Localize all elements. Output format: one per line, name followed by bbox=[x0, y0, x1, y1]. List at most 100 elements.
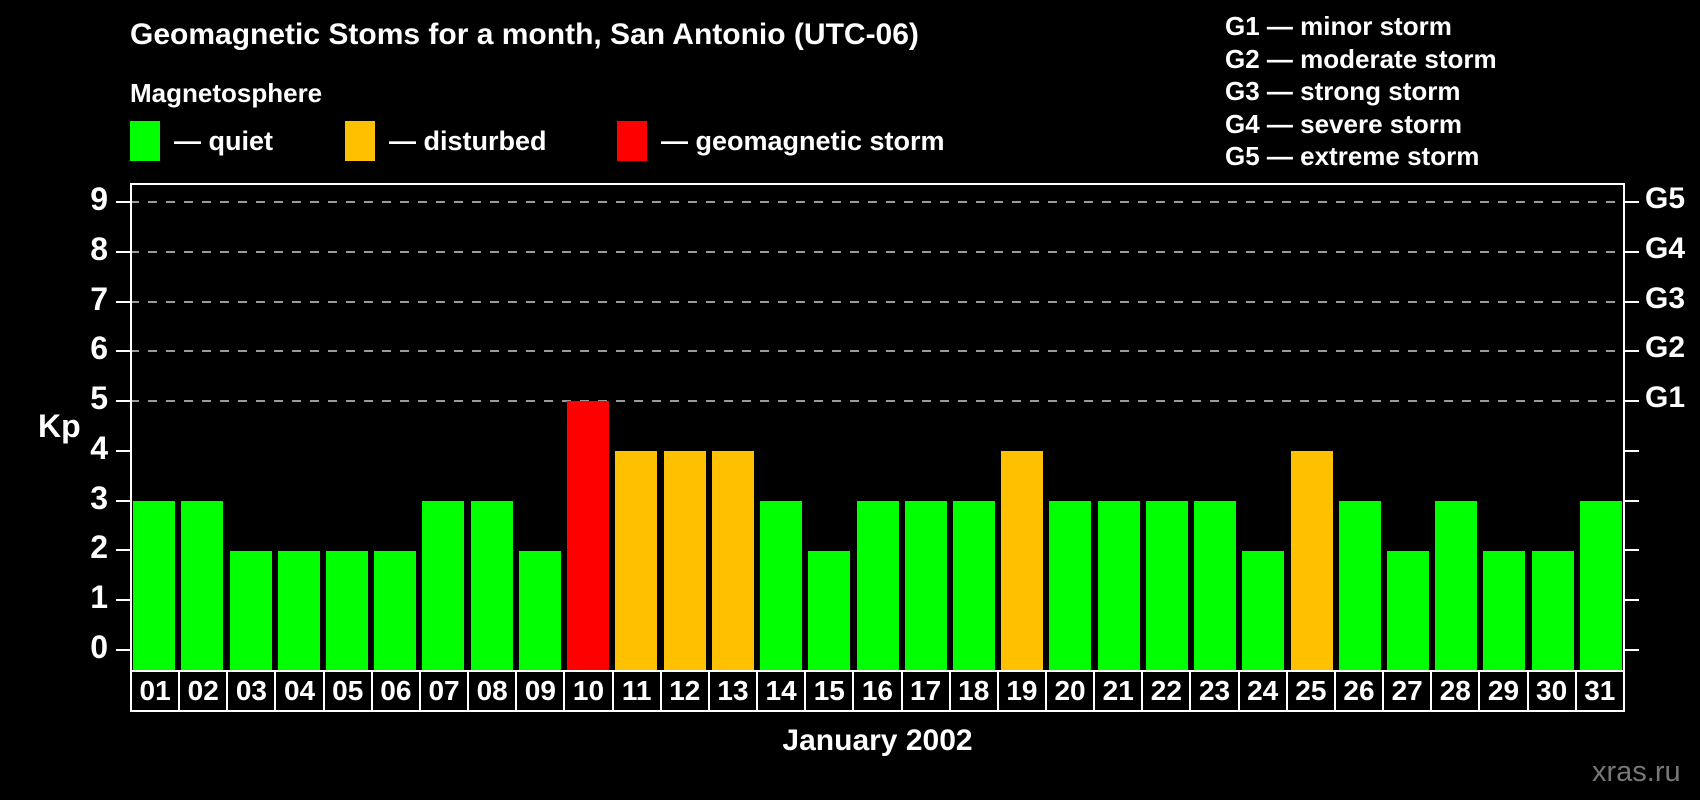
x-axis-title: January 2002 bbox=[782, 724, 973, 757]
bar-day-15 bbox=[808, 550, 851, 670]
day-label-19: 19 bbox=[996, 672, 1045, 710]
bar-day-14 bbox=[760, 500, 803, 670]
bar-day-09 bbox=[518, 550, 561, 670]
bar-day-31 bbox=[1579, 500, 1622, 670]
day-label-01: 01 bbox=[139, 675, 171, 706]
y-tick-label-0: 0 bbox=[90, 629, 108, 666]
day-label-07: 07 bbox=[418, 672, 467, 710]
bar-day-05 bbox=[326, 550, 369, 670]
y-tick-label-1: 1 bbox=[90, 579, 108, 616]
day-label-24: 24 bbox=[1237, 672, 1286, 710]
gridline-kp-5 bbox=[130, 400, 1625, 403]
day-label-06: 06 bbox=[370, 672, 419, 710]
y-tick-left-5 bbox=[116, 400, 130, 403]
day-label-10: 10 bbox=[563, 672, 611, 710]
day-label-25: 25 bbox=[1285, 672, 1334, 710]
y-axis-title: Kp bbox=[38, 408, 81, 444]
legend-label-disturbed: — disturbed bbox=[389, 125, 547, 156]
bar-day-29 bbox=[1483, 550, 1526, 670]
y-tick-left-0 bbox=[116, 649, 130, 652]
day-label-31: 31 bbox=[1574, 672, 1623, 710]
y-tick-left-4 bbox=[116, 449, 130, 452]
day-label-11: 11 bbox=[611, 672, 660, 710]
g-scale-legend: G1 — minor storm G2 — moderate storm G3 — … bbox=[1225, 10, 1497, 173]
legend-swatch-storm bbox=[617, 121, 647, 161]
y-tick-left-8 bbox=[116, 250, 130, 253]
day-label-21: 21 bbox=[1093, 672, 1141, 710]
y-tick-label-7: 7 bbox=[90, 280, 108, 317]
day-label-26: 26 bbox=[1333, 672, 1382, 710]
bar-day-16 bbox=[856, 500, 899, 670]
day-label-22: 22 bbox=[1141, 672, 1189, 710]
g-axis-label-g5: G5 bbox=[1645, 181, 1686, 215]
g-axis-label-g3: G3 bbox=[1645, 281, 1686, 315]
day-label-17: 17 bbox=[900, 672, 949, 710]
bar-day-25 bbox=[1290, 450, 1333, 670]
g-scale-legend-line-2: G2 — moderate storm bbox=[1225, 43, 1497, 74]
gridline-kp-9 bbox=[130, 200, 1625, 203]
g-scale-legend-line-4: G4 — severe storm bbox=[1225, 108, 1463, 139]
g-axis-label-g2: G2 bbox=[1645, 331, 1686, 365]
day-label-18: 18 bbox=[948, 672, 997, 710]
day-label-28: 28 bbox=[1430, 672, 1478, 710]
legend-label-storm: — geomagnetic storm bbox=[661, 125, 945, 156]
bar-day-10 bbox=[567, 401, 610, 670]
day-label-03: 03 bbox=[226, 672, 274, 710]
x-axis-day-labels: 01 02 03 04 05 06 07 08 09 10 11 12 13 14 15 16 17 18 19 20… bbox=[130, 670, 1625, 712]
gridline-kp-7 bbox=[130, 300, 1625, 303]
bar-day-20 bbox=[1049, 500, 1092, 670]
g-scale-legend-line-5: G5 — extreme storm bbox=[1225, 141, 1480, 171]
day-label-02: 02 bbox=[178, 672, 226, 710]
y-tick-label-8: 8 bbox=[90, 230, 108, 267]
day-label-13: 13 bbox=[707, 672, 756, 710]
bar-day-03 bbox=[229, 550, 272, 670]
bar-day-27 bbox=[1386, 550, 1429, 670]
bar-day-26 bbox=[1338, 500, 1381, 670]
bar-day-08 bbox=[470, 500, 513, 670]
gridline-kp-8 bbox=[130, 250, 1625, 253]
y-tick-label-2: 2 bbox=[90, 529, 108, 566]
bar-day-07 bbox=[422, 500, 465, 670]
y-tick-right-4 bbox=[1625, 449, 1639, 452]
g-axis-label-g1: G1 bbox=[1645, 381, 1686, 415]
day-label-12: 12 bbox=[659, 672, 708, 710]
bar-day-11 bbox=[615, 450, 658, 670]
day-label-09: 09 bbox=[515, 672, 563, 710]
bar-day-23 bbox=[1194, 500, 1237, 670]
y-tick-right-3 bbox=[1625, 499, 1639, 502]
bar-day-22 bbox=[1145, 500, 1188, 670]
legend-item-storm: — geomagnetic storm bbox=[617, 118, 945, 164]
day-label-23: 23 bbox=[1189, 672, 1237, 710]
y-tick-right-7 bbox=[1625, 300, 1639, 303]
legend-label-quiet: — quiet bbox=[174, 125, 273, 156]
y-tick-right-8 bbox=[1625, 250, 1639, 253]
bar-day-13 bbox=[711, 450, 754, 670]
watermark: xras.ru bbox=[1592, 756, 1681, 788]
bar-day-30 bbox=[1531, 550, 1574, 670]
y-tick-left-9 bbox=[116, 200, 130, 203]
legend-item-quiet: — quiet bbox=[130, 118, 273, 164]
y-tick-left-7 bbox=[116, 300, 130, 303]
y-tick-label-6: 6 bbox=[90, 330, 108, 367]
day-label-20: 20 bbox=[1044, 672, 1093, 710]
y-tick-label-3: 3 bbox=[90, 479, 108, 516]
bar-day-28 bbox=[1435, 500, 1478, 670]
day-label-16: 16 bbox=[852, 672, 900, 710]
day-label-30: 30 bbox=[1526, 672, 1575, 710]
bar-day-12 bbox=[663, 450, 706, 670]
gridline-kp-6 bbox=[130, 350, 1625, 353]
y-tick-left-2 bbox=[116, 549, 130, 552]
y-tick-right-2 bbox=[1625, 549, 1639, 552]
bar-day-18 bbox=[952, 500, 995, 670]
bar-day-19 bbox=[1001, 450, 1044, 670]
y-tick-label-9: 9 bbox=[90, 180, 108, 217]
y-tick-right-9 bbox=[1625, 200, 1639, 203]
bar-day-21 bbox=[1097, 500, 1140, 670]
bar-day-01 bbox=[133, 500, 176, 670]
y-tick-right-1 bbox=[1625, 599, 1639, 602]
day-label-29: 29 bbox=[1478, 672, 1526, 710]
y-tick-left-3 bbox=[116, 499, 130, 502]
day-label-15: 15 bbox=[804, 672, 852, 710]
color-legend: — quiet — disturbed — geomagnetic storm bbox=[0, 118, 1700, 164]
